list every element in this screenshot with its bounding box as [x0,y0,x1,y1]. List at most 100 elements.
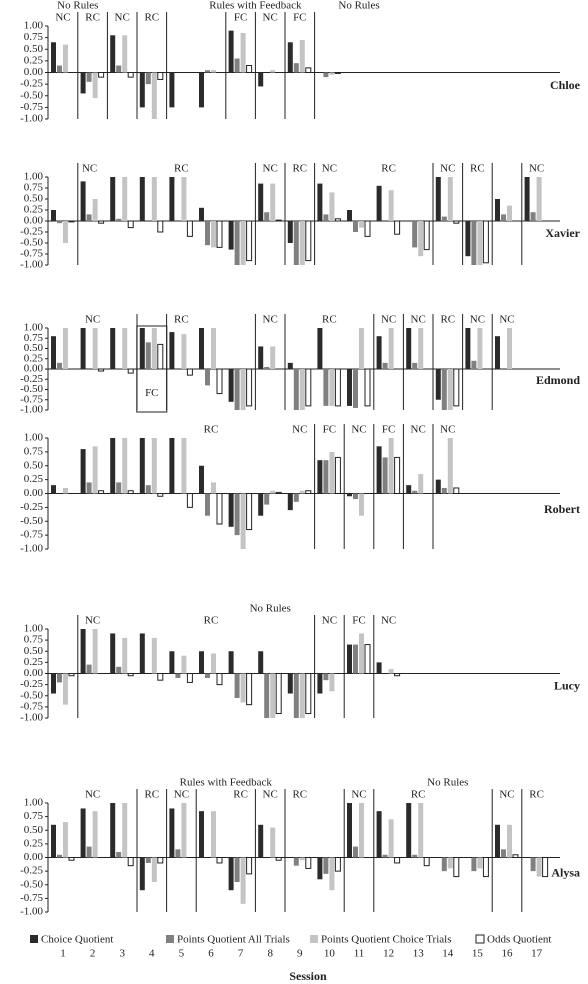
condition-label: NC [499,314,514,326]
phase-header: No Rules [338,0,379,12]
bar [507,824,512,858]
bar [435,177,441,221]
bar [364,368,371,407]
bar [388,328,394,369]
bar [388,190,394,221]
bar [471,221,477,265]
bar [453,487,460,495]
y-tick-label: 0.75 [24,332,44,344]
y-tick-label: -0.25 [20,865,43,877]
bar [80,449,86,494]
y-tick-label: -1.00 [20,404,43,416]
bar [264,493,270,505]
bar [246,493,253,531]
bar [63,221,68,243]
y-tick-label: 0.50 [24,43,44,55]
condition-label: RC [85,12,100,24]
legend-label: Odds Quotient [487,934,551,946]
bar [211,653,216,674]
bar [406,328,412,369]
y-tick-label: 1.00 [24,20,44,32]
bar [542,857,549,878]
bar [495,336,500,369]
bar [139,328,145,369]
bar [353,846,358,858]
y-tick-label: 0.00 [24,487,44,499]
bar [80,328,86,369]
bar [323,460,329,494]
bar [465,221,471,257]
bar [234,221,240,265]
bar [323,673,329,681]
bar [495,199,500,221]
bar [376,662,382,674]
bar [435,479,441,494]
y-tick-label: -0.75 [20,248,43,260]
bar [258,72,264,87]
bar [92,629,98,674]
bar [98,368,105,372]
bar [353,644,358,674]
bar [453,857,460,878]
bar [382,362,388,369]
bar [216,673,223,686]
bar [264,212,270,221]
y-tick-label: 0.50 [24,193,44,205]
bar [347,493,352,497]
bar [86,72,92,82]
participant-name: Robert [544,502,580,516]
bar [86,846,92,858]
y-tick-label: 0.50 [24,459,44,471]
bar [418,221,424,257]
bar [329,857,335,891]
bar [181,803,187,858]
y-tick-label: 0.00 [24,66,44,78]
bar [205,493,210,516]
bar [127,673,134,677]
y-tick-label: 1.00 [24,432,44,444]
bar [353,369,358,408]
bar [205,369,210,386]
bar [51,673,56,694]
condition-label: RC [233,789,248,801]
bar [211,328,216,369]
condition-label: NC [470,314,485,326]
bar [98,220,105,224]
bar [347,369,352,406]
legend-swatch [30,935,38,943]
bar [92,446,98,494]
condition-label: RC [292,163,307,175]
bar [80,181,86,221]
x-tick-label: 8 [267,948,273,960]
bar [92,328,98,369]
bar [406,803,412,858]
bar [199,811,204,858]
bar [359,803,364,858]
bar [246,857,253,875]
bar [57,65,62,73]
x-axis-title: Session [289,969,327,983]
bar [270,827,276,858]
bar [63,487,68,494]
bar [376,336,382,369]
condition-label: RC [174,163,189,175]
bar [258,824,264,858]
bar [293,493,299,502]
condition-label: NC [174,789,189,801]
bar [299,673,305,718]
bar [234,58,240,73]
bar [412,221,418,248]
bar [234,369,240,410]
bar [477,328,483,369]
bar [258,651,264,674]
annotation-box-label: FC [145,387,158,399]
condition-label: RC [411,789,426,801]
bar [145,857,151,863]
bar [51,485,56,494]
bar [92,811,98,858]
bar [299,857,305,861]
bar [181,655,187,674]
condition-label: NC [529,163,544,175]
y-tick-label: -0.75 [20,101,43,113]
bar [216,857,223,864]
